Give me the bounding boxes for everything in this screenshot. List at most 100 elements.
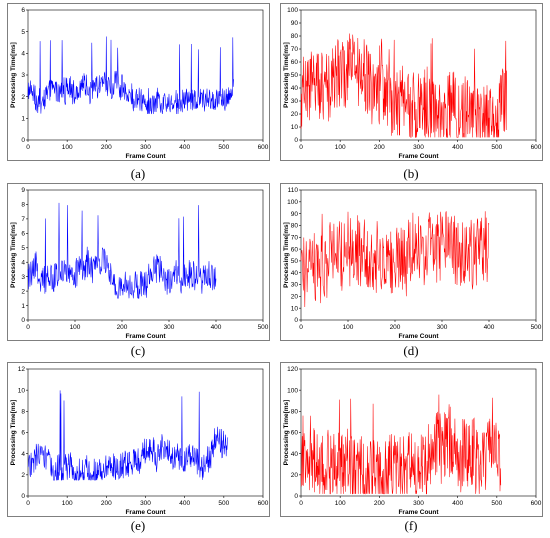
y-tick-label-f-2: 40: [291, 451, 299, 458]
x-tick-label-e-3: 300: [140, 500, 151, 507]
y-tick-label-a-3: 3: [21, 72, 25, 79]
x-tick-label-f-6: 600: [531, 500, 542, 507]
x-tick-label-c-5: 500: [258, 324, 269, 331]
y-tick-label-a-1: 1: [21, 116, 25, 123]
plot-area-c: 0 1 2 3 4 5 6 7 8 9 0 100 200 300 400 500 Frame Count Pro…: [7, 183, 270, 341]
y-tick-label-d-5: 50: [291, 258, 299, 265]
y-tick-label-e-4: 8: [21, 409, 25, 416]
y-tick-label-b-5: 50: [291, 72, 299, 79]
y-tick-label-e-2: 4: [21, 451, 25, 458]
series-line-e: [27, 390, 229, 481]
series-line-a: [27, 36, 234, 115]
plot-area-d: 0 10 20 30 40 50 60 70 80 90 100 110 0 100 200 300 400 50…: [280, 183, 543, 341]
y-tick-label-b-3: 30: [291, 98, 299, 105]
y-tick-label-d-2: 20: [291, 294, 299, 301]
x-tick-label-e-6: 600: [258, 500, 269, 507]
x-tick-label-d-4: 400: [484, 324, 495, 331]
y-tick-label-d-1: 10: [291, 305, 299, 312]
x-axis-label-b: Frame Count: [398, 153, 439, 160]
plot-area-b: 0 10 20 30 40 50 60 70 80 90 100 0 100 200 300 400 500 60…: [280, 3, 543, 161]
x-axis-label-a: Frame Count: [125, 153, 166, 160]
x-tick-label-a-5: 500: [218, 144, 229, 151]
x-tick-label-f-4: 400: [452, 500, 463, 507]
y-axis-label-b: Processing Time[ms]: [283, 42, 290, 108]
y-tick-label-f-3: 60: [291, 430, 299, 437]
y-tick-label-e-0: 0: [21, 493, 25, 500]
series-line-d: [300, 211, 490, 308]
axes-frame-d: [300, 189, 537, 321]
x-tick-label-c-4: 400: [211, 324, 222, 331]
y-tick-label-d-8: 80: [291, 223, 299, 230]
x-tick-label-a-4: 400: [179, 144, 190, 151]
y-tick-label-e-5: 10: [18, 387, 26, 394]
x-tick-label-f-1: 100: [335, 500, 346, 507]
y-tick-label-b-2: 20: [291, 111, 299, 118]
x-axis-label-c: Frame Count: [125, 333, 166, 340]
x-tick-label-c-3: 300: [164, 324, 175, 331]
y-tick-label-d-9: 90: [291, 211, 299, 218]
y-tick-label-b-9: 90: [291, 20, 299, 27]
x-tick-label-b-4: 400: [452, 144, 463, 151]
y-tick-label-b-6: 60: [291, 59, 299, 66]
y-tick-label-a-0: 0: [21, 137, 25, 144]
y-tick-label-c-1: 1: [21, 303, 25, 310]
y-tick-label-f-0: 0: [294, 493, 298, 500]
x-tick-label-d-1: 100: [343, 324, 354, 331]
x-tick-label-c-0: 0: [26, 324, 30, 331]
y-tick-label-d-7: 70: [291, 234, 299, 241]
x-tick-label-a-2: 200: [101, 144, 112, 151]
plot-area-a: 0 1 2 3 4 5 6 0 100 200 300 400 500 600 Frame Count Pro…: [7, 3, 270, 161]
series-line-c: [27, 202, 217, 299]
x-tick-label-b-6: 600: [531, 144, 542, 151]
x-tick-label-b-0: 0: [299, 144, 303, 151]
x-tick-label-e-4: 400: [179, 500, 190, 507]
x-tick-label-e-0: 0: [26, 500, 30, 507]
axes-frame-c: [27, 189, 264, 321]
y-tick-label-c-9: 9: [21, 187, 25, 194]
y-tick-label-b-8: 80: [291, 33, 299, 40]
y-tick-label-c-7: 7: [21, 216, 25, 223]
y-tick-label-e-1: 2: [21, 472, 25, 479]
y-tick-label-e-3: 6: [21, 430, 25, 437]
y-axis-label-d: Processing Time[ms]: [283, 222, 290, 288]
panel-caption-b: (b): [403, 166, 419, 181]
panel-caption-e: (e): [130, 518, 146, 533]
chart-svg-c: 0 1 2 3 4 5 6 7 8 9 0 100 200 300 400 500 Frame Count Pro…: [10, 187, 269, 340]
axes-frame-a: [27, 9, 264, 141]
x-axis-label-d: Frame Count: [398, 333, 439, 340]
plot-area-e: 0 2 4 6 8 10 12 0 100 200 300 400 500 600 Frame Count P…: [7, 362, 270, 517]
chart-svg-a: 0 1 2 3 4 5 6 0 100 200 300 400 500 600 Frame Count Pro…: [10, 7, 269, 160]
y-tick-label-f-4: 80: [291, 409, 299, 416]
panel-caption-a: (a): [130, 166, 146, 181]
y-tick-label-b-7: 70: [291, 46, 299, 53]
x-tick-label-b-1: 100: [335, 144, 346, 151]
y-tick-label-b-0: 0: [294, 137, 298, 144]
y-axis-label-e: Processing Time[ms]: [10, 400, 17, 466]
y-axis-label-a: Processing Time[ms]: [10, 42, 17, 108]
y-tick-label-c-8: 8: [21, 202, 25, 209]
y-tick-label-a-4: 4: [21, 51, 25, 58]
panel-caption-c: (c): [130, 343, 146, 358]
x-tick-label-c-1: 100: [70, 324, 81, 331]
y-tick-label-c-5: 5: [21, 245, 25, 252]
x-tick-label-f-3: 300: [413, 500, 424, 507]
y-axis-label-c: Processing Time[ms]: [10, 222, 17, 288]
chart-svg-d: 0 10 20 30 40 50 60 70 80 90 100 110 0 100 200 300 400 50…: [283, 187, 542, 340]
x-tick-label-e-5: 500: [218, 500, 229, 507]
x-tick-label-f-0: 0: [299, 500, 303, 507]
chart-svg-e: 0 2 4 6 8 10 12 0 100 200 300 400 500 600 Frame Count P…: [10, 366, 269, 516]
series-line-f: [300, 394, 502, 495]
panel-caption-d: (d): [403, 343, 419, 358]
y-tick-label-d-4: 40: [291, 270, 299, 277]
x-tick-label-a-0: 0: [26, 144, 30, 151]
panel-caption-f: (f): [404, 518, 418, 533]
y-tick-label-c-4: 4: [21, 259, 25, 266]
y-tick-label-c-6: 6: [21, 231, 25, 238]
y-tick-label-b-10: 100: [287, 7, 298, 14]
x-tick-label-f-2: 200: [374, 500, 385, 507]
x-tick-label-d-2: 200: [390, 324, 401, 331]
y-axis-label-f: Processing Time[ms]: [283, 400, 290, 466]
x-tick-label-b-2: 200: [374, 144, 385, 151]
x-tick-label-c-2: 200: [117, 324, 128, 331]
y-tick-label-a-2: 2: [21, 94, 25, 101]
